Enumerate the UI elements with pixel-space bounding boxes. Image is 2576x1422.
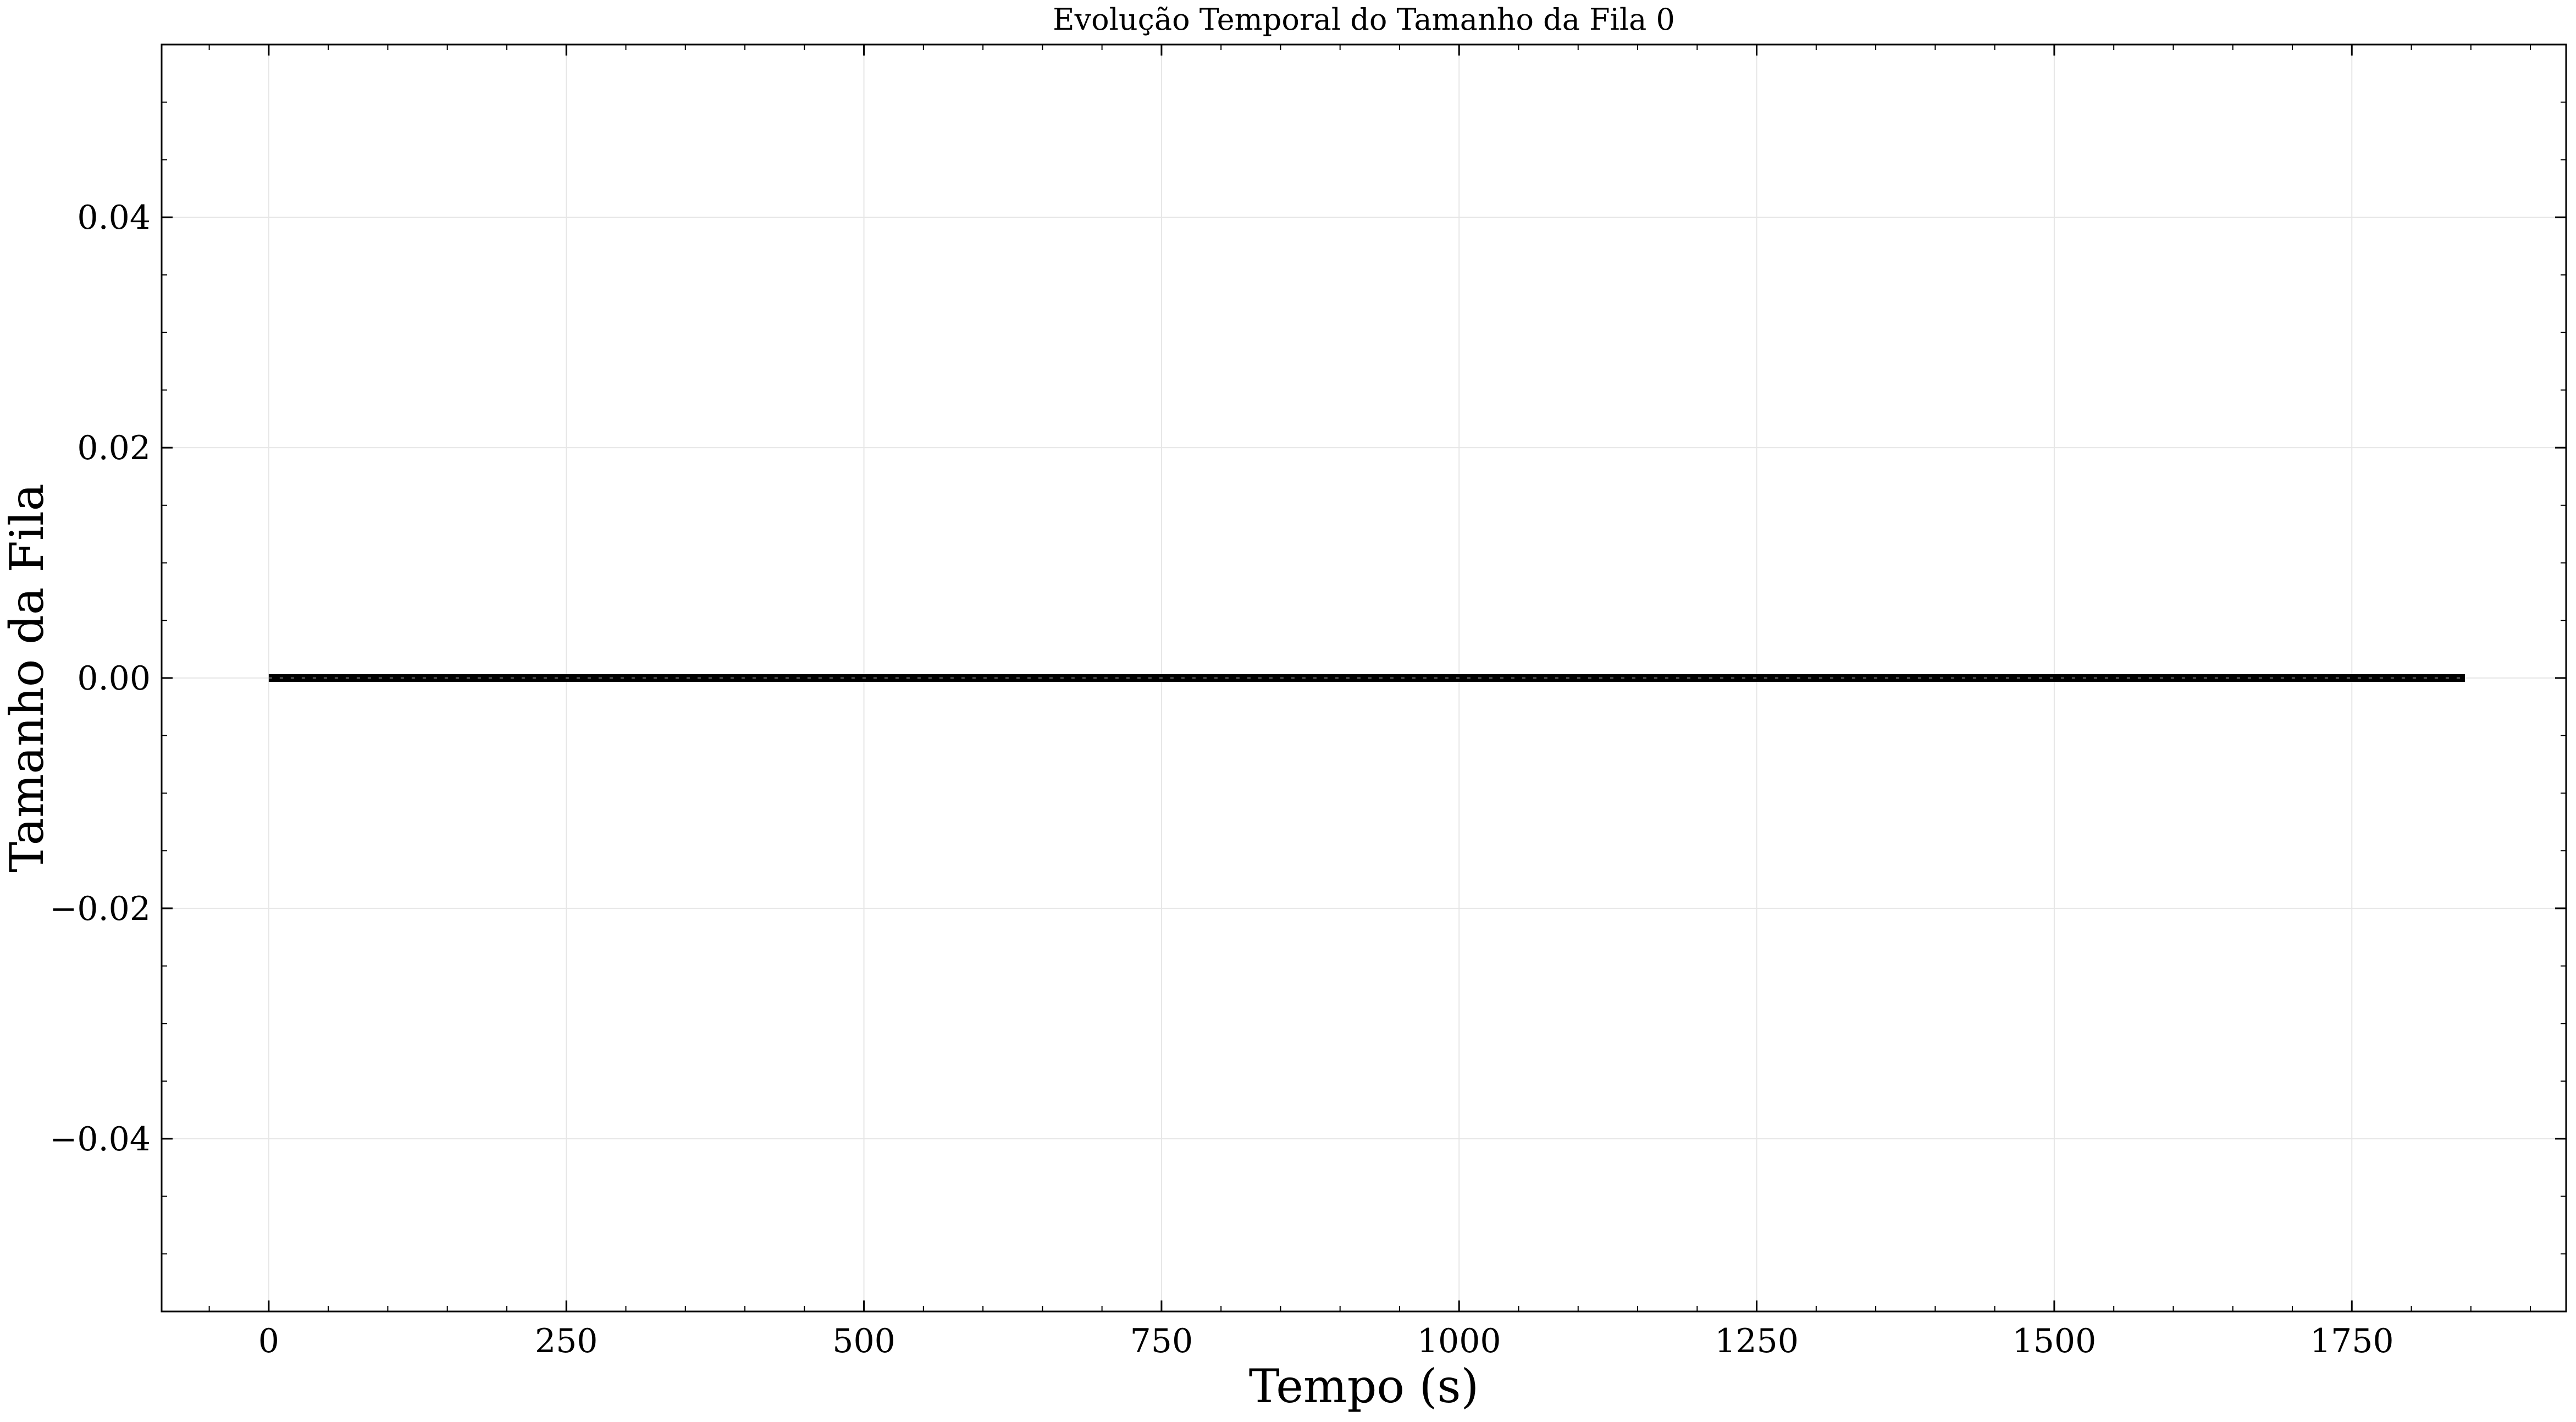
chart-title: Evolução Temporal do Tamanho da Fila 0 (1053, 2, 1675, 37)
x-tick-label: 750 (1130, 1322, 1193, 1360)
x-axis-label: Tempo (s) (1249, 1359, 1479, 1413)
x-tick-label: 250 (535, 1322, 598, 1360)
y-tick-labels: 0.04 0.02 0.00 −0.02 −0.04 (49, 199, 151, 1159)
x-tick-label: 1500 (2013, 1322, 2097, 1360)
x-tick-label: 0 (258, 1322, 279, 1360)
y-tick-label: −0.04 (49, 1120, 151, 1159)
y-tick-label: 0.04 (77, 199, 151, 237)
y-tick-label: 0.02 (77, 429, 151, 467)
x-tick-label: 500 (832, 1322, 895, 1360)
x-tick-label: 1250 (1715, 1322, 1799, 1360)
y-tick-label: −0.02 (49, 890, 151, 928)
y-tick-label: 0.00 (77, 659, 151, 698)
y-axis-label: Tamanho da Fila (0, 483, 54, 872)
x-tick-label: 1000 (1417, 1322, 1501, 1360)
x-tick-labels: 0 250 500 750 1000 1250 1500 1750 (258, 1322, 2394, 1360)
x-tick-label: 1750 (2310, 1322, 2394, 1360)
axis-ticks (162, 45, 2566, 1311)
